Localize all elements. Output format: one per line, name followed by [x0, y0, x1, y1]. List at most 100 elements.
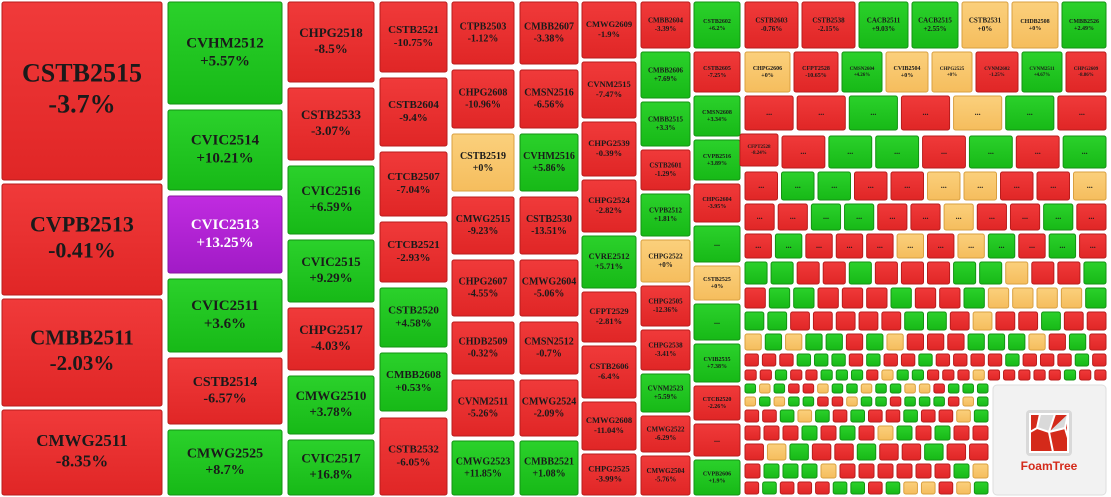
small-tile[interactable]: ... — [1036, 171, 1070, 201]
tile[interactable]: CFPT2528-10.65% — [793, 51, 839, 93]
small-tile[interactable] — [904, 311, 924, 331]
small-tile[interactable] — [896, 425, 913, 441]
small-tile[interactable]: ... — [1079, 233, 1107, 259]
small-tile[interactable]: ... — [744, 203, 775, 231]
tile[interactable]: CMSN2516-6.56% — [519, 69, 579, 129]
small-tile[interactable] — [901, 443, 922, 461]
tile[interactable]: CMWG2524-2.09% — [519, 379, 579, 437]
small-tile[interactable] — [1057, 353, 1072, 367]
tile[interactable]: CVNM2523+5.59% — [640, 373, 691, 413]
small-tile[interactable]: ... — [1005, 95, 1055, 131]
tile[interactable]: CSTB2519+0% — [451, 133, 515, 192]
small-tile[interactable] — [789, 443, 809, 461]
small-tile[interactable] — [858, 463, 875, 479]
small-tile[interactable] — [1022, 353, 1037, 367]
small-tile[interactable]: ... — [693, 225, 741, 263]
tile[interactable]: CSTB2525+0% — [693, 265, 741, 301]
small-tile[interactable] — [972, 463, 989, 479]
small-tile[interactable] — [920, 409, 936, 423]
small-tile[interactable] — [1085, 287, 1107, 309]
small-tile[interactable]: ... — [693, 303, 741, 341]
small-tile[interactable] — [860, 383, 873, 394]
small-tile[interactable] — [906, 333, 925, 351]
small-tile[interactable] — [770, 261, 794, 285]
small-tile[interactable] — [767, 311, 788, 331]
small-tile[interactable] — [759, 369, 772, 381]
small-tile[interactable] — [762, 409, 777, 423]
small-tile[interactable] — [773, 383, 786, 394]
small-tile[interactable] — [918, 383, 931, 394]
small-tile[interactable] — [839, 463, 856, 479]
small-tile[interactable] — [820, 463, 837, 479]
tile[interactable]: CSTB2606-6.4% — [581, 345, 637, 399]
small-tile[interactable] — [1018, 311, 1039, 331]
small-tile[interactable] — [976, 396, 989, 407]
small-tile[interactable] — [766, 443, 787, 461]
small-tile[interactable] — [793, 287, 815, 309]
small-tile[interactable]: ... — [693, 423, 741, 457]
small-tile[interactable] — [956, 409, 971, 423]
small-tile[interactable] — [903, 409, 918, 423]
small-tile[interactable] — [987, 353, 1003, 367]
small-tile[interactable]: ... — [1062, 135, 1107, 169]
small-tile[interactable] — [947, 396, 960, 407]
small-tile[interactable]: ... — [1018, 233, 1046, 259]
small-tile[interactable] — [815, 481, 830, 495]
small-tile[interactable] — [832, 481, 848, 495]
tile[interactable]: CMBB2608+0.53% — [379, 352, 448, 412]
small-tile[interactable] — [825, 333, 843, 351]
small-tile[interactable] — [744, 353, 759, 367]
small-tile[interactable] — [796, 261, 820, 285]
small-tile[interactable] — [927, 333, 945, 351]
small-tile[interactable] — [890, 287, 912, 309]
small-tile[interactable] — [834, 443, 854, 461]
small-tile[interactable] — [1012, 287, 1034, 309]
small-tile[interactable] — [1089, 333, 1107, 351]
small-tile[interactable] — [934, 425, 951, 441]
small-tile[interactable] — [903, 481, 918, 495]
tile[interactable]: CSTB2603-0.76% — [744, 1, 799, 49]
small-tile[interactable] — [934, 463, 951, 479]
small-tile[interactable] — [962, 396, 974, 407]
small-tile[interactable]: ... — [927, 233, 955, 259]
tile[interactable]: CHPG2539-0.39% — [581, 121, 637, 177]
small-tile[interactable]: ... — [900, 95, 951, 131]
tile[interactable]: CTCB2507-7.04% — [379, 151, 448, 217]
small-tile[interactable] — [927, 261, 951, 285]
small-tile[interactable]: ... — [835, 233, 864, 259]
tile[interactable]: CHPG2538-3.41% — [640, 329, 691, 371]
small-tile[interactable] — [759, 396, 771, 407]
small-tile[interactable] — [832, 409, 848, 423]
small-tile[interactable] — [914, 287, 937, 309]
tile[interactable]: CHPG2604-3.95% — [693, 183, 741, 223]
tile[interactable]: CMWG2504-5.76% — [640, 455, 691, 496]
small-tile[interactable] — [967, 333, 985, 351]
tile[interactable]: CVIB2535+7.38% — [693, 343, 741, 383]
small-tile[interactable] — [942, 369, 955, 381]
small-tile[interactable]: ... — [910, 203, 941, 231]
small-tile[interactable]: ... — [1076, 203, 1107, 231]
tile[interactable]: CHPG2608-10.96% — [451, 69, 515, 129]
small-tile[interactable]: ... — [922, 135, 966, 169]
small-tile[interactable] — [773, 396, 786, 407]
tile[interactable]: CHDB2509-0.32% — [451, 321, 515, 375]
small-tile[interactable] — [969, 443, 989, 461]
small-tile[interactable] — [972, 311, 993, 331]
small-tile[interactable] — [1079, 369, 1092, 381]
small-tile[interactable] — [858, 425, 875, 441]
small-tile[interactable] — [831, 353, 846, 367]
tile[interactable]: CVPB2606+1.9% — [693, 459, 741, 496]
small-tile[interactable] — [885, 481, 901, 495]
tile[interactable]: CACB2515+2.55% — [911, 1, 959, 49]
small-tile[interactable] — [763, 425, 780, 441]
tile[interactable]: CMWG2515-9.23% — [451, 196, 515, 255]
logo[interactable]: FoamTree — [992, 384, 1107, 496]
tile[interactable]: CHPG2505-12.36% — [640, 285, 691, 327]
small-tile[interactable] — [812, 311, 833, 331]
small-tile[interactable] — [860, 396, 873, 407]
small-tile[interactable] — [938, 481, 954, 495]
small-tile[interactable] — [768, 287, 791, 309]
small-tile[interactable] — [896, 463, 913, 479]
small-tile[interactable] — [953, 261, 977, 285]
tile[interactable]: CVPB2512+1.81% — [640, 193, 691, 237]
